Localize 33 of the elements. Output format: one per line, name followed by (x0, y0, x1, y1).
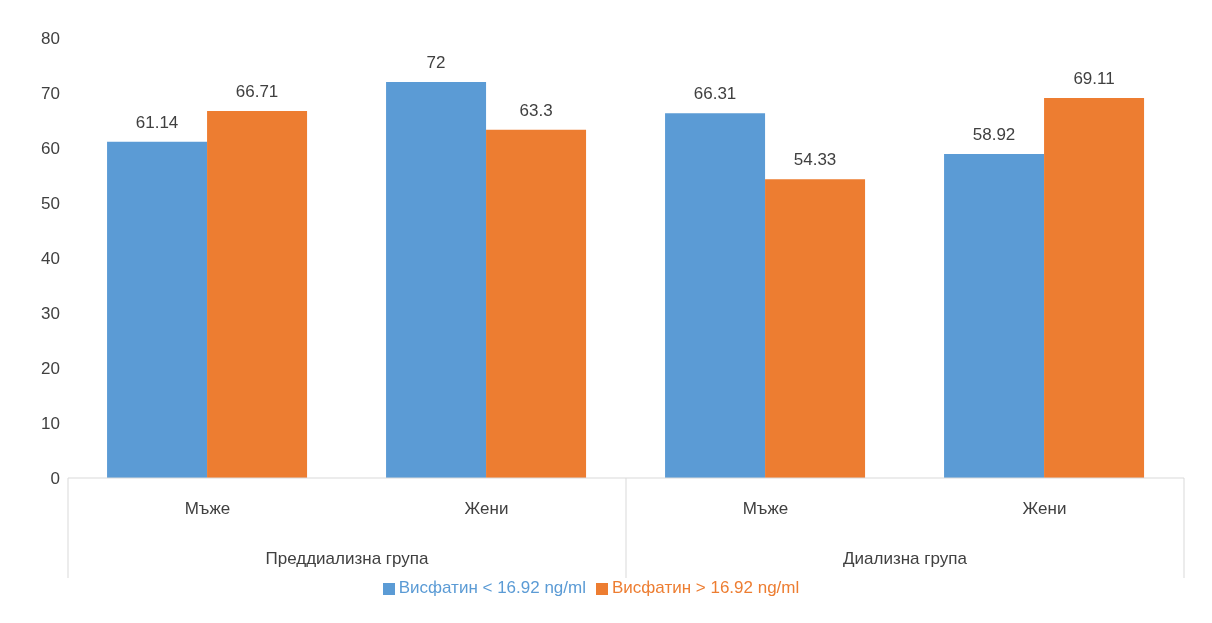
legend-label: Висфатин > 16.92 ng/ml (612, 578, 800, 597)
x-tick-label: Жени (464, 499, 509, 518)
data-label: 66.71 (235, 82, 279, 102)
data-label: 61.14 (135, 112, 179, 132)
data-label: 69.11 (1073, 68, 1115, 88)
text: Преддиализна група (265, 549, 430, 568)
legend-label: Висфатин < 16.92 ng/ml (398, 578, 586, 597)
data-label: 54.33 (793, 150, 837, 170)
data-label: 72 (426, 53, 446, 72)
y-tick-label: 50 (41, 194, 60, 214)
bar (486, 129, 587, 478)
y-tick-label: 70 (41, 84, 60, 104)
y-tick-label: 80 (41, 29, 60, 49)
y-tick-label: 40 (41, 249, 60, 269)
text: Диализна група (843, 549, 968, 568)
bar (1044, 97, 1145, 478)
bar (944, 153, 1045, 478)
data-label: 66.31 (693, 84, 737, 104)
bar (765, 179, 866, 478)
y-tick-label: 20 (41, 359, 60, 379)
y-tick-label: 30 (41, 304, 60, 324)
x-tick-label: Мъже (184, 499, 231, 518)
x-tick-label: Жени (1022, 499, 1067, 518)
bar (207, 111, 308, 478)
bar (665, 113, 766, 478)
y-tick-label: 10 (41, 414, 60, 434)
y-tick-label: 0 (50, 469, 60, 489)
data-label: 63.3 (519, 100, 553, 120)
bar (107, 141, 208, 478)
bar (386, 82, 487, 478)
x-tick-label: Мъже (742, 499, 789, 518)
y-tick-label: 60 (41, 139, 60, 159)
data-label: 58.92 (972, 124, 1016, 144)
